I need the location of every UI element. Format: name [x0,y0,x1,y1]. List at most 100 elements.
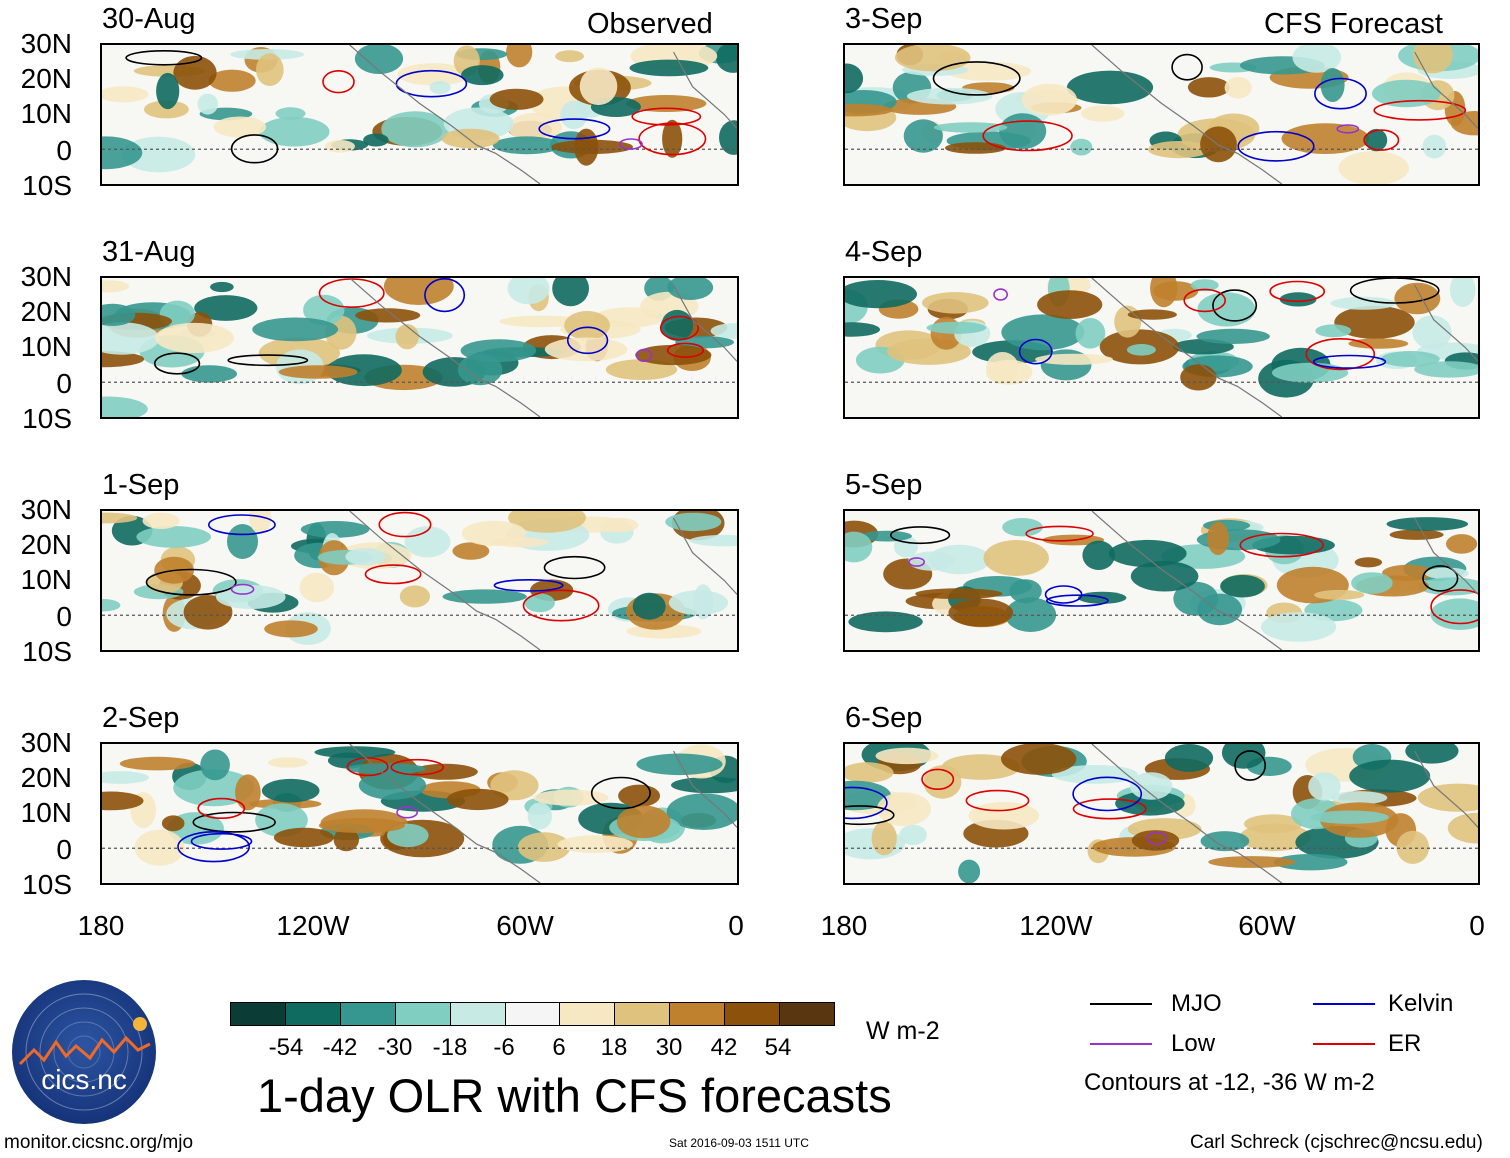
olr-anomaly-blob [710,323,737,339]
contour-er [1072,798,1147,820]
olr-anomaly-blob [1037,290,1103,319]
lat-label: 0 [56,135,72,166]
contour-er [390,758,445,776]
olr-anomaly-blob [1187,77,1230,98]
olr-anomaly-blob [1348,338,1409,349]
olr-anomaly-blob [261,778,320,803]
olr-anomaly-blob [102,791,144,811]
olr-anomaly-blob [252,317,339,342]
panel-date-left-1: 30-Aug [102,3,196,35]
colorbar-swatch [779,1002,835,1026]
colorbar-swatch [614,1002,671,1026]
contour-kelvin [845,786,888,820]
contour-mjo [590,776,651,810]
coastline [1091,45,1283,184]
footer-url[interactable]: monitor.cicsnc.org/mjo [4,1132,194,1153]
contour-er [1183,288,1227,313]
olr-anomaly-blob [457,354,503,386]
olr-anomaly-blob [557,835,633,853]
contour-low [618,138,643,150]
olr-anomaly-blob [1394,282,1441,315]
contour-kelvin [424,278,466,313]
olr-anomaly-blob [632,592,666,620]
olr-anomaly-blob [933,122,1008,133]
olr-anomaly-blob [1001,744,1077,775]
olr-anomaly-blob [268,757,308,768]
olr-anomaly-blob [460,339,537,362]
olr-anomaly-blob [442,589,527,604]
lat-label: 0 [56,368,72,399]
olr-anomaly-blob [1130,560,1199,592]
olr-anomaly-blob [876,792,931,826]
coastline [1414,284,1478,362]
olr-anomaly-blob [1338,151,1409,184]
map-panel [843,509,1480,652]
olr-anomaly-blob [441,128,500,149]
olr-anomaly-blob [273,827,334,848]
olr-anomaly-blob [945,142,1006,154]
olr-anomaly-blob [1449,278,1476,307]
olr-anomaly-blob [134,829,185,866]
coastline [672,284,737,362]
olr-anomaly-blob [1372,79,1441,108]
contour-mjo [543,555,606,580]
olr-anomaly-blob [499,315,585,328]
lat-label: 10S [22,170,72,201]
contour-note: Contours at -12, -36 W m-2 [1084,1069,1375,1096]
olr-anomaly-blob [908,551,955,571]
legend-low-line [1090,1043,1152,1045]
contour-er [1239,532,1324,558]
olr-anomaly-blob [845,322,880,337]
lat-label: 20N [20,296,72,327]
colorbar-tick: -54 [268,1034,304,1061]
olr-anomaly-blob [1082,540,1115,570]
contour-er [1373,99,1467,121]
olr-map [102,511,737,650]
coastline [1414,51,1478,129]
olr-map [845,278,1478,417]
lat-label: 10N [20,98,72,129]
olr-anomaly-blob [1349,759,1431,793]
contour-mjo [932,61,1021,96]
olr-anomaly-blob [213,116,267,138]
olr-anomaly-blob [156,72,180,110]
olr-anomaly-blob [452,542,490,560]
main-title: 1-day OLR with CFS forecasts [257,1069,892,1122]
observed-title: Observed [587,8,713,40]
contour-er [522,589,600,622]
contour-er [1305,337,1376,371]
olr-anomaly-blob [1108,539,1187,568]
contour-kelvin [1045,594,1109,607]
contour-kelvin [538,118,611,140]
contour-er [378,511,432,538]
olr-anomaly-blob [1354,557,1383,568]
olr-anomaly-blob [346,763,426,775]
olr-anomaly-blob [197,93,218,115]
colorbar-tick: 54 [764,1034,792,1061]
contour-mjo [125,50,203,66]
panel-date-left-2: 31-Aug [102,236,196,268]
olr-anomaly-blob [666,793,737,830]
contour-kelvin [177,830,250,863]
lat-label: 0 [56,834,72,865]
colorbar-swatch [230,1002,286,1026]
olr-anomaly-blob [1380,351,1440,367]
olr-anomaly-blob [102,303,136,326]
olr-anomaly-blob [579,67,618,106]
olr-anomaly-blob [1315,324,1352,338]
olr-anomaly-blob [983,540,1049,576]
olr-anomaly-blob [181,365,237,383]
map-panel [100,276,739,419]
contour-low [1336,124,1360,134]
olr-anomaly-blob [906,87,993,105]
olr-map [102,744,737,883]
lon-label: 120W [276,910,350,941]
contour-mjo [1171,53,1203,81]
contour-er [1363,129,1400,151]
olr-map [845,744,1478,883]
olr-anomaly-blob [1131,830,1180,851]
logo-text: cics.nc [41,1064,127,1095]
olr-anomaly-blob [354,45,404,74]
olr-anomaly-blob [404,526,451,558]
contour-er [965,789,1030,812]
